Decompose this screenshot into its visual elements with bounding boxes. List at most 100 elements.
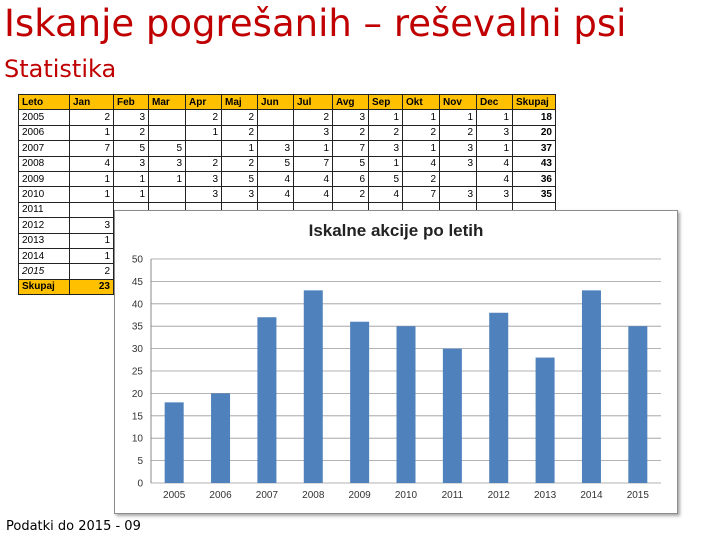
table-cell: 5 xyxy=(113,140,149,157)
table-header-cell: Jul xyxy=(293,93,333,111)
table-header-cell: Maj xyxy=(221,93,258,111)
table-cell: 1 xyxy=(293,140,333,157)
table-row: 2007 7 5 5 1 3 1 7 3 1 3 1 37 xyxy=(18,140,556,157)
y-tick-label: 30 xyxy=(132,344,144,355)
table-cell: 35 xyxy=(512,186,556,203)
y-tick-label: 50 xyxy=(132,255,144,266)
table-cell: 1 xyxy=(113,186,149,203)
table-cell: 2 xyxy=(69,109,114,126)
page-title: Iskanje pogrešanih – reševalni psi xyxy=(4,2,627,45)
table-cell: 5 xyxy=(368,170,403,188)
table-cell: 3 xyxy=(368,140,403,157)
table-cell: 5 xyxy=(148,140,186,157)
table-year-cell: 2014 xyxy=(18,247,70,265)
table-cell: 4 xyxy=(257,170,294,188)
y-tick-label: 25 xyxy=(132,367,144,378)
table-cell: 3 xyxy=(113,109,149,126)
table-cell: 4 xyxy=(476,155,513,172)
table-year-cell: 2013 xyxy=(18,232,70,249)
table-cell xyxy=(185,140,222,157)
table-cell: 1 xyxy=(113,170,149,188)
table-cell: 7 xyxy=(402,186,440,203)
x-tick-label: 2014 xyxy=(580,490,603,501)
table-cell: 2 xyxy=(402,124,440,142)
table-cell: 3 xyxy=(113,155,149,172)
table-header-row: Leto Jan Feb Mar Apr Maj Jun Jul Avg Sep Okt Nov Dec… xyxy=(18,93,556,111)
table-cell: 1 xyxy=(185,124,222,142)
table-sum-cell: 23 xyxy=(69,278,114,296)
table-cell: 2 xyxy=(368,124,403,142)
table-cell: 5 xyxy=(221,170,258,188)
bar xyxy=(350,321,370,483)
table-header-cell: Okt xyxy=(402,93,440,111)
table-cell: 4 xyxy=(293,186,333,203)
table-cell: 3 xyxy=(476,186,513,203)
table-cell: 3 xyxy=(185,170,222,188)
x-tick-label: 2005 xyxy=(163,490,186,501)
y-tick-label: 5 xyxy=(137,456,143,467)
table-header-cell: Skupaj xyxy=(512,93,556,111)
table-cell: 1 xyxy=(476,109,513,126)
table-cell: 2 xyxy=(69,263,114,280)
x-tick-label: 2009 xyxy=(349,490,372,501)
table-year-cell: 2005 xyxy=(18,109,70,126)
bar xyxy=(257,317,277,483)
table-year-cell: 2006 xyxy=(18,124,70,142)
table-cell: 2 xyxy=(185,109,222,126)
table-header-cell: Apr xyxy=(185,93,222,111)
table-year-cell: 2009 xyxy=(18,170,70,188)
y-tick-label: 20 xyxy=(132,389,144,400)
x-tick-label: 2007 xyxy=(256,490,279,501)
table-cell: 7 xyxy=(332,140,369,157)
table-year-cell: 2007 xyxy=(18,140,70,157)
table-cell: 1 xyxy=(476,140,513,157)
table-cell: 3 xyxy=(69,217,114,234)
bar xyxy=(442,348,462,483)
bar xyxy=(581,290,601,483)
table-cell: 36 xyxy=(512,170,556,188)
y-tick-label: 10 xyxy=(132,434,144,445)
table-header-cell: Avg xyxy=(332,93,369,111)
table-cell: 1 xyxy=(402,109,440,126)
table-cell: 2 xyxy=(221,155,258,172)
table-cell: 1 xyxy=(69,186,114,203)
table-header-cell: Jun xyxy=(257,93,294,111)
table-cell: 3 xyxy=(221,186,258,203)
table-cell: 2 xyxy=(332,186,369,203)
table-cell: 1 xyxy=(148,170,186,188)
table-cell: 2 xyxy=(293,109,333,126)
table-year-cell: 2011 xyxy=(18,201,70,219)
bar xyxy=(628,326,648,483)
table-cell: 4 xyxy=(476,170,513,188)
table-cell: 4 xyxy=(257,186,294,203)
table-cell: 4 xyxy=(402,155,440,172)
table-cell: 1 xyxy=(69,232,114,249)
bar xyxy=(211,393,231,483)
table-cell: 3 xyxy=(148,155,186,172)
table-cell: 6 xyxy=(332,170,369,188)
table-cell: 4 xyxy=(368,186,403,203)
table-cell: 2 xyxy=(221,109,258,126)
table-cell: 2 xyxy=(332,124,369,142)
table-year-cell: 2015 xyxy=(18,263,70,280)
bar xyxy=(489,312,509,483)
table-cell: 43 xyxy=(512,155,556,172)
table-sum-label: Skupaj xyxy=(18,278,70,296)
x-tick-label: 2013 xyxy=(534,490,557,501)
table-cell: 2 xyxy=(221,124,258,142)
table-cell: 2 xyxy=(402,170,440,188)
page-subtitle: Statistika xyxy=(4,55,117,83)
table-cell: 37 xyxy=(512,140,556,157)
x-tick-label: 2012 xyxy=(488,490,511,501)
x-tick-label: 2010 xyxy=(395,490,418,501)
table-year-cell: 2010 xyxy=(18,186,70,203)
table-cell: 1 xyxy=(69,170,114,188)
table-cell: 3 xyxy=(439,155,477,172)
x-tick-label: 2011 xyxy=(442,490,464,501)
footer-note: Podatki do 2015 - 09 xyxy=(6,519,141,534)
x-tick-label: 2006 xyxy=(209,490,232,501)
table-header-cell: Nov xyxy=(439,93,477,111)
table-header-cell: Sep xyxy=(368,93,403,111)
x-tick-label: 2008 xyxy=(302,490,325,501)
table-cell: 1 xyxy=(368,109,403,126)
